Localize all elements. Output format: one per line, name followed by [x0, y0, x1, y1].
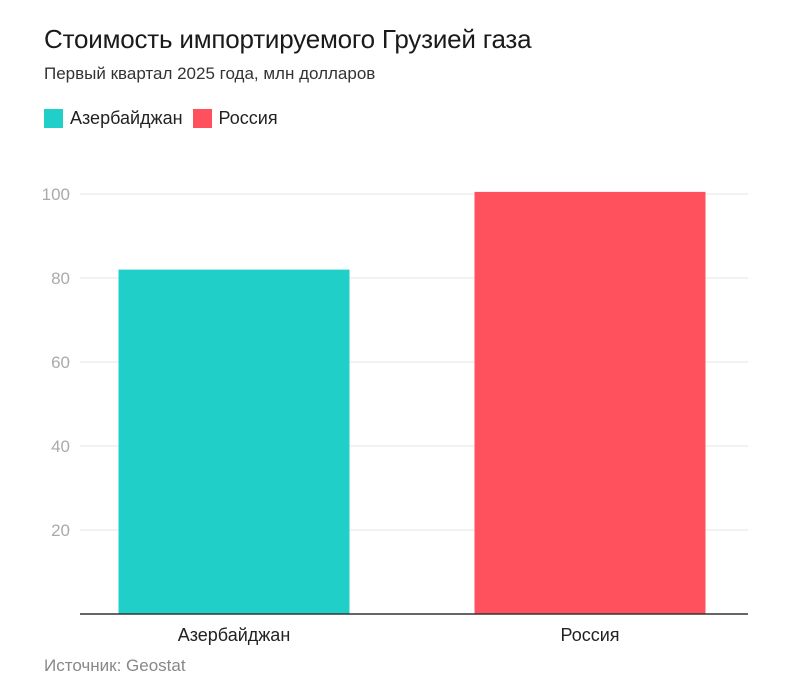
legend-label-russia: Россия [218, 108, 278, 128]
y-tick-label: 60 [51, 353, 70, 372]
chart-title: Стоимость импортируемого Грузией газа [44, 24, 532, 54]
y-tick-label: 40 [51, 437, 70, 456]
bar-1 [474, 191, 706, 614]
y-tick-label: 20 [51, 521, 70, 540]
legend-label-azerbaijan: Азербайджан [70, 108, 183, 128]
bars [118, 191, 706, 614]
chart-subtitle: Первый квартал 2025 года, млн долларов [44, 64, 376, 83]
bar-0 [118, 269, 350, 614]
axis-labels: 20 40 60 80 100 Азербайджан Россия [42, 185, 620, 645]
legend-swatch-russia [192, 109, 212, 128]
y-tick-label: 80 [51, 269, 70, 288]
x-category-label: Азербайджан [178, 625, 291, 645]
x-category-label: Россия [560, 625, 619, 645]
chart-legend: Азербайджан Россия [44, 108, 288, 129]
source-note: Источник: Geostat [44, 656, 186, 675]
legend-item-azerbaijan: Азербайджан [44, 108, 183, 129]
y-tick-label: 100 [42, 185, 70, 204]
legend-swatch-azerbaijan [44, 109, 63, 128]
legend-item-russia: Россия [192, 108, 278, 129]
